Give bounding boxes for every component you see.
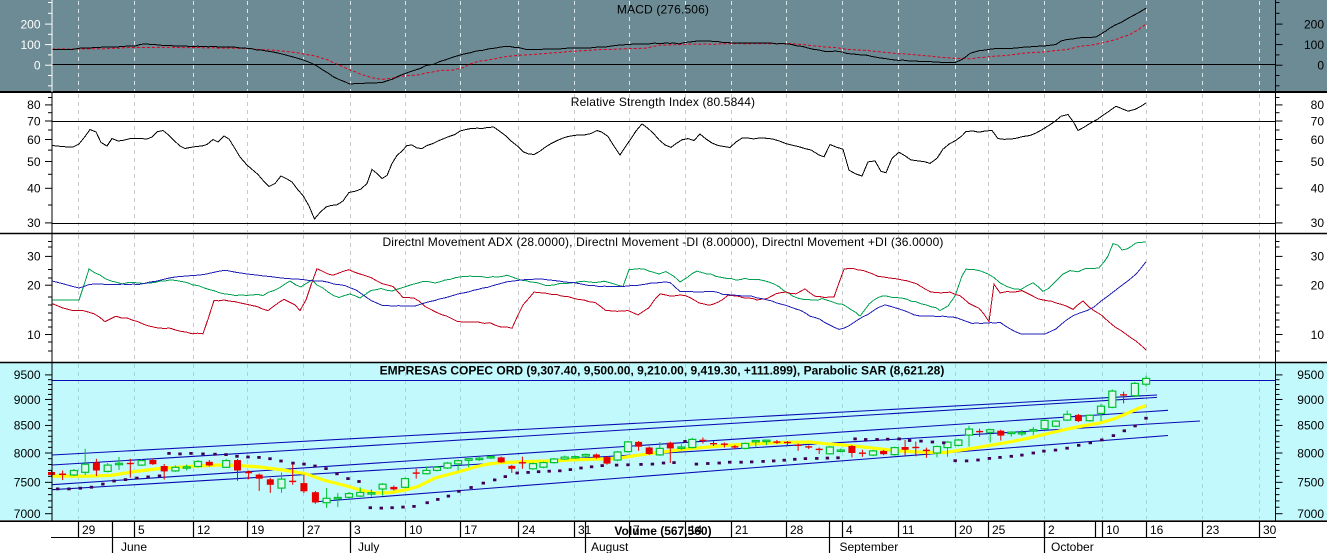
svg-text:8000: 8000 — [1297, 446, 1324, 460]
svg-text:19: 19 — [251, 523, 265, 537]
svg-text:40: 40 — [1311, 182, 1325, 196]
svg-text:200: 200 — [20, 17, 40, 31]
svg-text:14: 14 — [689, 523, 703, 537]
svg-text:7000: 7000 — [1297, 507, 1324, 521]
svg-text:16: 16 — [1150, 523, 1164, 537]
svg-text:10: 10 — [1106, 523, 1120, 537]
svg-text:August: August — [591, 540, 629, 553]
svg-text:0: 0 — [34, 59, 41, 73]
svg-text:20: 20 — [27, 279, 41, 293]
svg-text:28: 28 — [790, 523, 804, 537]
svg-text:12: 12 — [197, 523, 211, 537]
svg-text:31: 31 — [578, 523, 592, 537]
svg-text:8500: 8500 — [14, 419, 41, 433]
svg-text:27: 27 — [307, 523, 321, 537]
svg-text:30: 30 — [1311, 216, 1325, 230]
svg-text:100: 100 — [20, 38, 40, 52]
svg-text:200: 200 — [1304, 17, 1324, 31]
svg-text:25: 25 — [992, 523, 1006, 537]
svg-text:Volume (567,560): Volume (567,560) — [614, 524, 711, 538]
svg-text:30: 30 — [27, 250, 41, 264]
svg-text:7: 7 — [633, 523, 640, 537]
svg-text:8000: 8000 — [14, 446, 41, 460]
svg-text:29: 29 — [82, 523, 96, 537]
svg-text:20: 20 — [959, 523, 973, 537]
svg-text:9500: 9500 — [1297, 368, 1324, 382]
svg-text:4: 4 — [846, 523, 853, 537]
svg-text:24: 24 — [522, 523, 536, 537]
svg-text:60: 60 — [1311, 133, 1325, 147]
svg-text:10: 10 — [1311, 328, 1325, 342]
svg-text:30: 30 — [1311, 250, 1325, 264]
svg-text:50: 50 — [1311, 155, 1325, 169]
svg-text:23: 23 — [1206, 523, 1220, 537]
svg-text:30: 30 — [27, 216, 41, 230]
svg-text:70: 70 — [1311, 114, 1325, 128]
svg-text:11: 11 — [902, 523, 915, 537]
svg-text:9000: 9000 — [1297, 393, 1324, 407]
svg-text:70: 70 — [27, 114, 41, 128]
svg-text:5: 5 — [138, 523, 145, 537]
svg-text:October: October — [1051, 540, 1094, 553]
svg-text:3: 3 — [354, 523, 361, 537]
svg-text:9000: 9000 — [14, 393, 41, 407]
svg-text:7000: 7000 — [14, 507, 41, 521]
svg-text:Directnl Movement ADX (28.0000: Directnl Movement ADX (28.0000), Directn… — [382, 235, 943, 249]
svg-text:20: 20 — [1311, 279, 1325, 293]
svg-text:10: 10 — [27, 328, 41, 342]
svg-text:80: 80 — [27, 98, 41, 112]
svg-text:7500: 7500 — [14, 476, 41, 490]
svg-text:80: 80 — [1311, 98, 1325, 112]
svg-text:0: 0 — [1317, 59, 1324, 73]
svg-text:17: 17 — [464, 523, 478, 537]
svg-text:100: 100 — [1304, 38, 1324, 52]
svg-text:September: September — [840, 540, 899, 553]
svg-text:June: June — [121, 540, 147, 553]
svg-text:9500: 9500 — [14, 368, 41, 382]
svg-text:8500: 8500 — [1297, 419, 1324, 433]
svg-text:Relative Strength Index (80.58: Relative Strength Index (80.5844) — [571, 95, 755, 109]
svg-text:July: July — [358, 540, 379, 553]
svg-text:2: 2 — [1048, 523, 1055, 537]
svg-text:MACD (276.506): MACD (276.506) — [617, 2, 709, 16]
svg-text:7500: 7500 — [1297, 476, 1324, 490]
svg-text:EMPRESAS COPEC ORD (9,307.40,: EMPRESAS COPEC ORD (9,307.40, 9,500.00, … — [380, 364, 945, 378]
svg-text:21: 21 — [735, 523, 749, 537]
svg-text:30: 30 — [1263, 523, 1277, 537]
svg-text:40: 40 — [27, 182, 41, 196]
svg-text:50: 50 — [27, 155, 41, 169]
svg-text:10: 10 — [409, 523, 423, 537]
svg-text:60: 60 — [27, 133, 41, 147]
